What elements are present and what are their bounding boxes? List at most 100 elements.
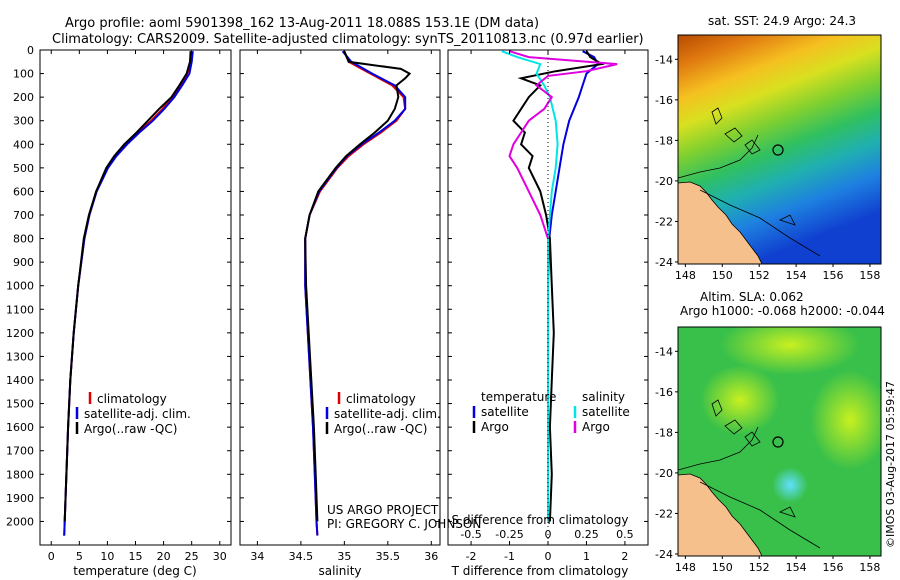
x-tick-label: 36 [424, 550, 438, 563]
x-tick-label: -1 [504, 550, 515, 563]
x-tick-label: 0 [48, 550, 55, 563]
series-line-argo-raw-qc- [304, 50, 412, 522]
lat-tick-label: -24 [655, 548, 673, 561]
temperature-legend: climatology satellite-adj. clim. Argo(..… [75, 392, 191, 436]
legend-satellite-label: satellite-adj. clim. [84, 407, 191, 421]
lon-tick-label: 148 [675, 561, 696, 574]
series-line-argo-raw-qc- [63, 51, 192, 522]
lat-tick-label: -14 [655, 345, 673, 358]
lat-tick-label: -22 [655, 507, 673, 520]
imos-timestamp: ©IMOS 03-Aug-2017 05:59:47 [884, 381, 897, 548]
legend-t-satellite-label: satellite [481, 405, 529, 419]
series-line-satellite-adj-clim- [63, 51, 194, 536]
depth-tick-label: 600 [13, 185, 34, 198]
lat-tick-label: -20 [655, 467, 673, 480]
depth-tick-label: 1200 [6, 327, 34, 340]
legend-climatology-label: climatology [346, 392, 416, 406]
x-tick-label: 35 [337, 550, 351, 563]
lat-tick-label: -18 [655, 426, 673, 439]
lat-tick-label: -24 [655, 256, 673, 269]
x-tick-label: 10 [100, 550, 114, 563]
depth-tick-label: 900 [13, 256, 34, 269]
legend-temperature-title: temperature [481, 390, 556, 404]
depth-tick-label: 800 [13, 233, 34, 246]
depth-tick-label: 400 [13, 138, 34, 151]
sla-low-patch [772, 467, 808, 503]
difference-xlabel: T difference from climatology [451, 564, 629, 578]
lat-tick-label: -18 [655, 134, 673, 147]
difference-legend: temperature salinity satellite Argo sate… [472, 390, 630, 434]
sst-map-title: sat. SST: 24.9 Argo: 24.3 [708, 14, 856, 28]
legend-t-argo-label: Argo [481, 420, 509, 434]
depth-tick-label: 1500 [6, 398, 34, 411]
x-tick-label: 35.5 [376, 550, 401, 563]
x-tick-label: 2 [621, 550, 628, 563]
difference-xlabel-top: S difference from climatology [452, 513, 629, 527]
salinity-plot-frame [239, 49, 441, 546]
depth-tick-label: 2000 [6, 515, 34, 528]
x-tick-label: 15 [129, 550, 143, 563]
depth-tick-label: 700 [13, 209, 34, 222]
title-line-1: Argo profile: aoml 5901398_162 13-Aug-20… [65, 16, 539, 31]
temperature-plot-frame [39, 49, 232, 546]
salinity-series [304, 50, 412, 536]
depth-tick-label: 1700 [6, 445, 34, 458]
temperature-xlabel: temperature (deg C) [73, 564, 196, 578]
lat-tick-label: -20 [655, 175, 673, 188]
salinity-legend: climatology satellite-adj. clim. Argo(..… [325, 392, 441, 436]
lon-tick-label: 156 [823, 269, 844, 282]
reef-contour [678, 107, 821, 257]
legend-salinity-title: salinity [582, 390, 625, 404]
depth-tick-label: 1400 [6, 374, 34, 387]
lon-tick-label: 158 [859, 269, 880, 282]
x-tick-label: 25 [185, 550, 199, 563]
depth-tick-label: 1600 [6, 421, 34, 434]
legend-s-argo-label: Argo [582, 420, 610, 434]
sla-map-frame [677, 326, 882, 557]
lon-tick-label: 154 [786, 561, 807, 574]
s-tick-label: 0.25 [574, 528, 599, 541]
x-tick-label: 20 [157, 550, 171, 563]
series-line-satellite-adj-clim- [304, 50, 407, 536]
lat-tick-label: -16 [655, 94, 673, 107]
sla-high-patch [810, 370, 881, 470]
legend-argo-label: Argo(..raw -QC) [334, 422, 427, 436]
sla-map [678, 327, 881, 556]
land-australia [678, 473, 763, 556]
legend-argo-label: Argo(..raw -QC) [84, 422, 177, 436]
lon-tick-label: 152 [749, 269, 770, 282]
lat-tick-label: -14 [655, 53, 673, 66]
series-line-s-satellite [501, 50, 559, 522]
sst-map [678, 35, 881, 264]
lon-tick-label: 156 [823, 561, 844, 574]
difference-series [501, 50, 618, 522]
s-tick-label: -0.25 [495, 528, 523, 541]
x-tick-label: 34.5 [289, 550, 314, 563]
depth-tick-label: 1000 [6, 280, 34, 293]
sla-high-patch [720, 327, 860, 375]
sla-high-patch [700, 365, 780, 435]
depth-tick-label: 0 [27, 44, 34, 57]
series-line-t-argo [512, 50, 605, 522]
sst-map-frame [677, 34, 882, 265]
x-tick-label: 5 [76, 550, 83, 563]
lon-tick-label: 152 [749, 561, 770, 574]
project-credit-line-1: US ARGO PROJECT [327, 503, 439, 517]
x-tick-label: -2 [466, 550, 477, 563]
depth-tick-label: 1800 [6, 468, 34, 481]
title-line-2: Climatology: CARS2009. Satellite-adjuste… [52, 32, 644, 47]
s-tick-label: 0.5 [616, 528, 634, 541]
depth-tick-label: 300 [13, 115, 34, 128]
depth-tick-label: 200 [13, 91, 34, 104]
depth-axis: 0 100 200 300 400 500 600 700 800 900 1000 1100 1200… [6, 44, 34, 528]
legend-s-satellite-label: satellite [582, 405, 630, 419]
x-tick-label: 34 [250, 550, 264, 563]
series-line-s-argo [508, 50, 618, 239]
reef-contour [678, 399, 821, 549]
depth-tick-label: 500 [13, 162, 34, 175]
sla-map-title: Altim. SLA: 0.062 [700, 290, 804, 304]
legend-satellite-label: satellite-adj. clim. [334, 407, 441, 421]
lat-tick-label: -22 [655, 215, 673, 228]
legend-climatology-label: climatology [97, 392, 167, 406]
